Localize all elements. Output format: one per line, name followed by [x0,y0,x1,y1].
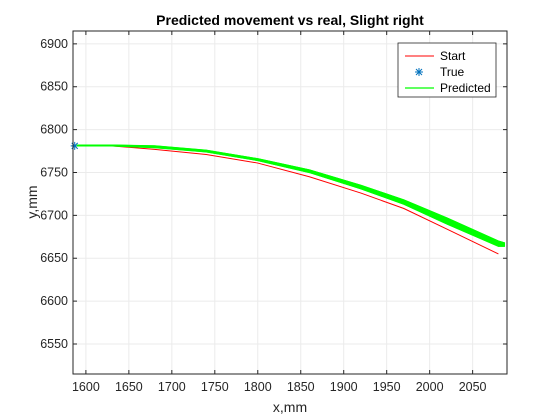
x-tick-label: 2050 [459,380,487,394]
x-tick-label: 1850 [287,380,315,394]
x-tick-label: 1650 [115,380,143,394]
x-axis-label: x,mm [273,399,307,415]
legend: Start True Predicted [397,42,497,98]
series-predicted-line [77,144,505,244]
x-tick-label: 1750 [201,380,229,394]
y-tick-label: 6600 [40,294,68,308]
x-tick-label: 1600 [72,380,100,394]
x-tick-label: 1700 [158,380,186,394]
x-tick-label: 2000 [416,380,444,394]
y-tick-label: 6750 [40,165,68,179]
y-axis-label: y,mm [24,185,40,218]
legend-predicted-label: Predicted [440,81,491,95]
y-tick-label: 6800 [40,123,68,137]
series-start-line [77,145,499,255]
axis-ticks: 1600 1650 1700 1750 1800 1850 1900 1950 2000 2050… [40,31,507,394]
axes-box [72,30,508,375]
y-tick-label: 6650 [40,251,68,265]
legend-true-marker [415,68,423,76]
x-tick-label: 1950 [373,380,401,394]
legend-start-label: Start [440,49,466,63]
x-tick-label: 1900 [330,380,358,394]
y-tick-label: 6550 [40,337,68,351]
chart-title: Predicted movement vs real, Slight right [156,12,424,28]
legend-true-label: True [440,65,465,79]
x-tick-label: 1800 [244,380,272,394]
y-tick-label: 6900 [40,37,68,51]
y-tick-label: 6700 [40,208,68,222]
y-tick-label: 6850 [40,80,68,94]
plot-area [70,141,506,255]
